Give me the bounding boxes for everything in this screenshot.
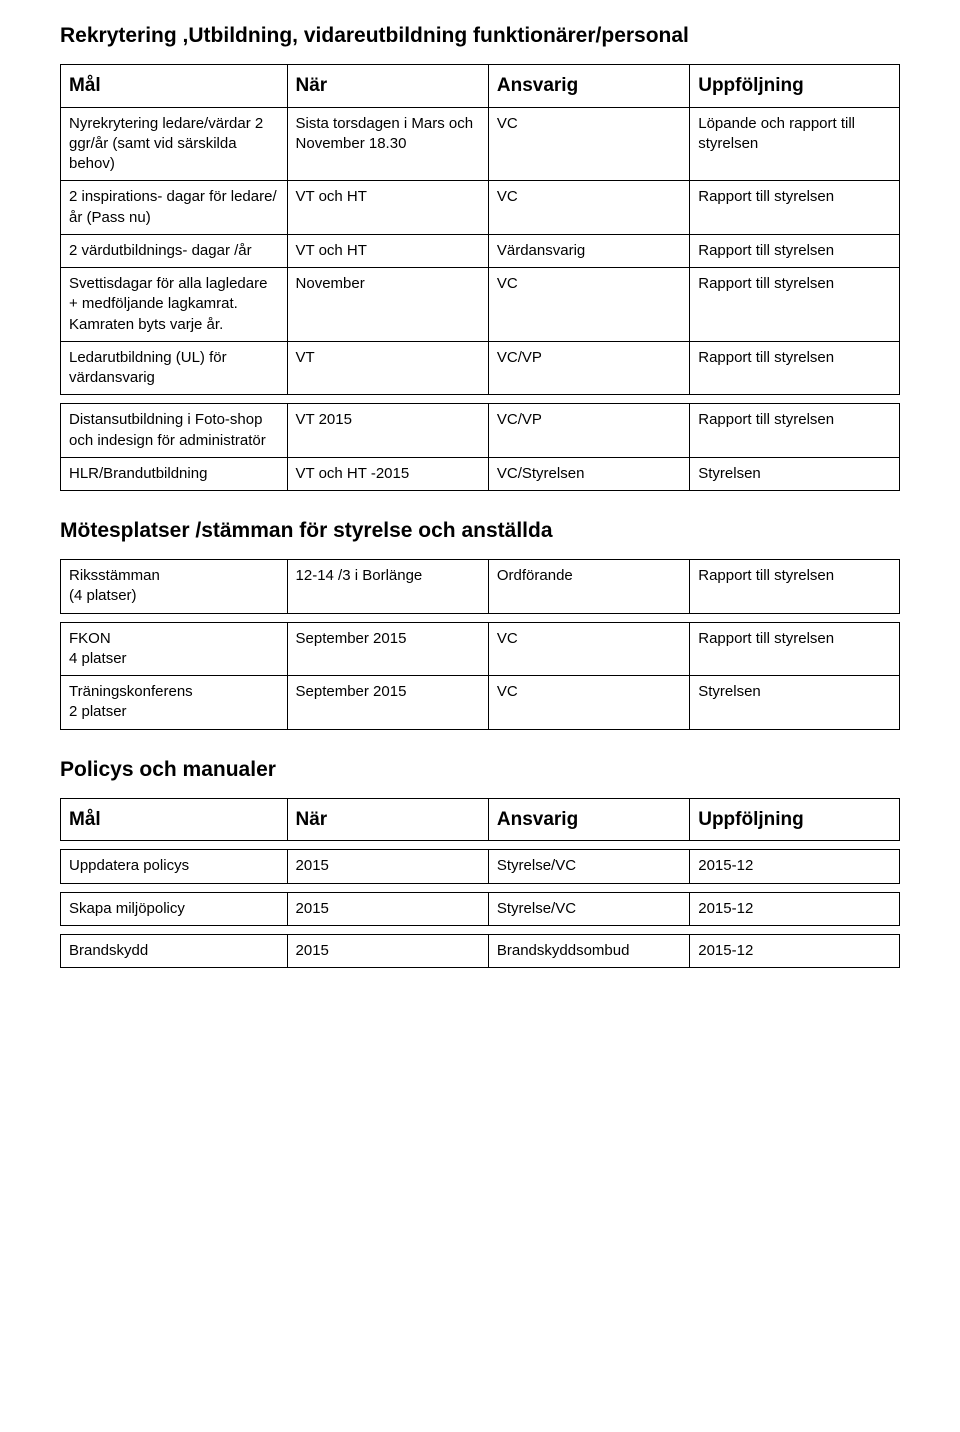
cell: VT och HT -2015 [287,457,488,490]
table-row: Skapa miljöpolicy 2015 Styrelse/VC 2015-… [61,892,900,925]
cell: Löpande och rapport till styrelsen [690,107,900,181]
section3-table-b: Skapa miljöpolicy 2015 Styrelse/VC 2015-… [60,892,900,926]
table-row: Nyrekrytering ledare/värdar 2 ggr/år (sa… [61,107,900,181]
cell: 12-14 /3 i Borlänge [287,560,488,614]
table-row: HLR/Brandutbildning VT och HT -2015 VC/S… [61,457,900,490]
table-row: 2 inspirations- dagar för ledare/år (Pas… [61,181,900,235]
cell: Distansutbildning i Foto-shop och indesi… [61,404,288,458]
cell: VC [488,107,689,181]
cell: VC [488,676,689,730]
header-uppfoljning: Uppföljning [690,65,900,108]
cell: Styrelse/VC [488,850,689,883]
table-row: Riksstämman(4 platser) 12-14 /3 i Borlän… [61,560,900,614]
cell: Brandskydd [61,934,288,967]
cell: Ordförande [488,560,689,614]
cell: VC/VP [488,341,689,395]
section1-title: Rekrytering ,Utbildning, vidareutbildnin… [60,24,900,48]
cell: VC [488,181,689,235]
section3-table-c: Brandskydd 2015 Brandskyddsombud 2015-12 [60,934,900,968]
cell: Brandskyddsombud [488,934,689,967]
header-mal: Mål [61,798,288,841]
section3-table-header: Mål När Ansvarig Uppföljning [60,798,900,842]
cell: 2 inspirations- dagar för ledare/år (Pas… [61,181,288,235]
cell: Rapport till styrelsen [690,341,900,395]
table-header-row: Mål När Ansvarig Uppföljning [61,798,900,841]
cell: Styrelse/VC [488,892,689,925]
cell: November [287,268,488,342]
cell: Sista torsdagen i Mars och November 18.3… [287,107,488,181]
section3-title: Policys och manualer [60,758,900,782]
cell: 2015 [287,850,488,883]
cell: Nyrekrytering ledare/värdar 2 ggr/år (sa… [61,107,288,181]
header-ansvarig: Ansvarig [488,798,689,841]
cell: VT och HT [287,181,488,235]
cell: Träningskonferens2 platser [61,676,288,730]
cell: Rapport till styrelsen [690,268,900,342]
header-ansvarig: Ansvarig [488,65,689,108]
table-row: FKON4 platser September 2015 VC Rapport … [61,622,900,676]
cell: Styrelsen [690,457,900,490]
cell: 2015-12 [690,934,900,967]
cell: 2015-12 [690,850,900,883]
cell: Rapport till styrelsen [690,234,900,267]
cell: Svettisdagar för alla lagledare + medföl… [61,268,288,342]
cell: 2015 [287,892,488,925]
cell: VT och HT [287,234,488,267]
cell: Styrelsen [690,676,900,730]
cell: September 2015 [287,676,488,730]
table-row: Svettisdagar för alla lagledare + medföl… [61,268,900,342]
header-nar: När [287,65,488,108]
table-row: Ledarutbildning (UL) för värdansvarig VT… [61,341,900,395]
section1-table-b: Distansutbildning i Foto-shop och indesi… [60,403,900,491]
cell: Rapport till styrelsen [690,181,900,235]
table-row: 2 värdutbildnings- dagar /år VT och HT V… [61,234,900,267]
section2-table-b: FKON4 platser September 2015 VC Rapport … [60,622,900,730]
cell: VC [488,268,689,342]
cell: VC/VP [488,404,689,458]
cell: HLR/Brandutbildning [61,457,288,490]
cell: VT 2015 [287,404,488,458]
cell: FKON4 platser [61,622,288,676]
cell: VC [488,622,689,676]
section3-table-a: Uppdatera policys 2015 Styrelse/VC 2015-… [60,849,900,883]
cell: 2015-12 [690,892,900,925]
cell: 2015 [287,934,488,967]
cell: Uppdatera policys [61,850,288,883]
cell: VT [287,341,488,395]
cell: VC/Styrelsen [488,457,689,490]
cell: Rapport till styrelsen [690,622,900,676]
table-row: Träningskonferens2 platser September 201… [61,676,900,730]
cell: 2 värdutbildnings- dagar /år [61,234,288,267]
cell: September 2015 [287,622,488,676]
cell: Rapport till styrelsen [690,560,900,614]
header-uppfoljning: Uppföljning [690,798,900,841]
section2-table-a: Riksstämman(4 platser) 12-14 /3 i Borlän… [60,559,900,614]
cell: Skapa miljöpolicy [61,892,288,925]
section1-table-a: Mål När Ansvarig Uppföljning Nyrekryteri… [60,64,900,395]
cell: Värdansvarig [488,234,689,267]
table-row: Uppdatera policys 2015 Styrelse/VC 2015-… [61,850,900,883]
table-header-row: Mål När Ansvarig Uppföljning [61,65,900,108]
section2-title: Mötesplatser /stämman för styrelse och a… [60,519,900,543]
table-row: Brandskydd 2015 Brandskyddsombud 2015-12 [61,934,900,967]
header-nar: När [287,798,488,841]
table-row: Distansutbildning i Foto-shop och indesi… [61,404,900,458]
header-mal: Mål [61,65,288,108]
cell: Riksstämman(4 platser) [61,560,288,614]
cell: Ledarutbildning (UL) för värdansvarig [61,341,288,395]
cell: Rapport till styrelsen [690,404,900,458]
